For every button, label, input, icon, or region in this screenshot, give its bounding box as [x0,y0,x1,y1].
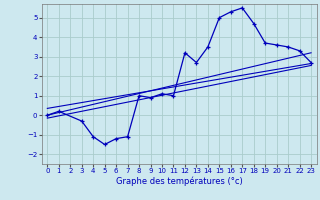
X-axis label: Graphe des températures (°c): Graphe des températures (°c) [116,177,243,186]
